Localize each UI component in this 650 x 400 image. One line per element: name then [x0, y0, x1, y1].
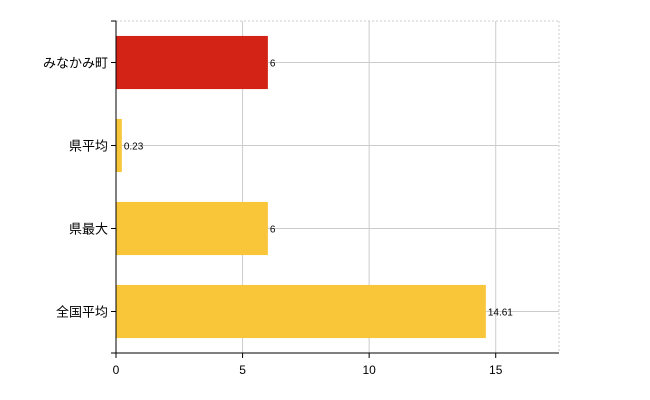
data-label-2: 0.23	[124, 142, 144, 153]
data-label-4: 14.61	[488, 308, 513, 319]
bars-layer	[116, 35, 486, 339]
x-tick-label: 15	[489, 363, 503, 377]
x-tick-label: 5	[239, 363, 246, 377]
bar-2	[116, 118, 122, 173]
data-label-1: 6	[270, 59, 276, 70]
axes-layer	[111, 20, 559, 358]
bar-3	[116, 201, 268, 256]
category-label: 全国平均	[56, 305, 108, 321]
bar-4	[116, 284, 486, 339]
category-label: 県平均	[69, 140, 108, 155]
category-label: 県最大	[69, 223, 108, 238]
bar-1	[116, 35, 268, 90]
category-label: みなかみ町	[43, 57, 108, 72]
x-tick-label: 10	[362, 363, 376, 377]
data-label-3: 6	[270, 225, 276, 236]
x-tick-label: 0	[113, 363, 120, 377]
